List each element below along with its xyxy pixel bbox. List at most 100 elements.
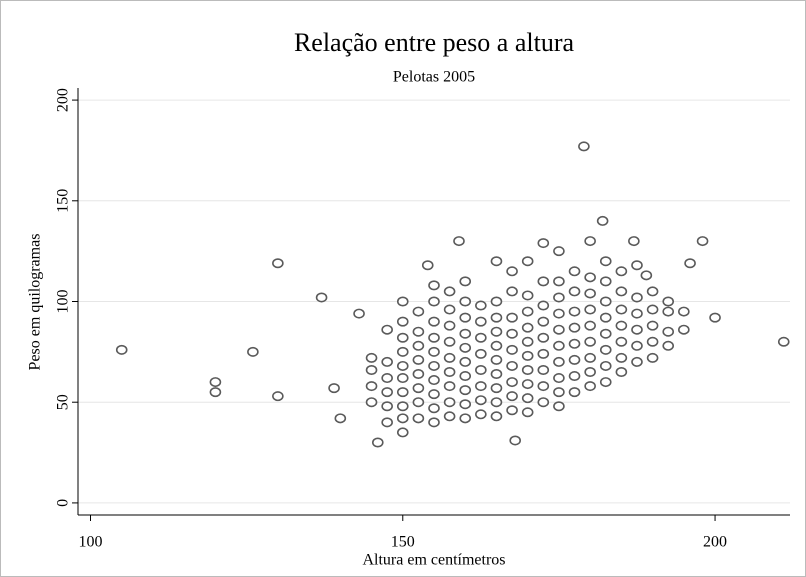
y-tick-label: 50 [55, 394, 72, 410]
point [396, 387, 409, 398]
point [537, 381, 550, 392]
point [453, 236, 465, 247]
point [662, 296, 675, 307]
point [396, 427, 409, 438]
point [490, 383, 503, 394]
point [599, 344, 612, 355]
point [247, 346, 259, 357]
point [615, 286, 628, 297]
point [506, 312, 518, 323]
point [521, 379, 534, 390]
point [396, 346, 409, 357]
point [696, 236, 709, 247]
point [568, 354, 581, 365]
point [443, 336, 456, 347]
point [521, 322, 534, 333]
point [631, 340, 643, 351]
point [396, 401, 409, 412]
point [568, 286, 581, 297]
point [443, 411, 456, 422]
point [506, 360, 518, 371]
point [553, 324, 565, 335]
point [553, 401, 565, 412]
point [475, 348, 487, 359]
point [506, 286, 518, 297]
point [428, 389, 440, 400]
point [381, 401, 393, 412]
point [459, 385, 472, 396]
point [315, 292, 328, 303]
point [584, 352, 596, 363]
point [506, 405, 518, 416]
point [646, 304, 659, 315]
point [428, 375, 440, 386]
point [365, 364, 378, 375]
point [596, 215, 609, 226]
point [537, 238, 550, 249]
point [506, 328, 518, 339]
point [506, 344, 518, 355]
point [428, 403, 440, 414]
point [521, 350, 534, 361]
point [459, 342, 472, 353]
point [428, 346, 440, 357]
point [381, 373, 393, 384]
point [509, 435, 521, 446]
point [584, 272, 596, 283]
y-tick-label: 150 [55, 189, 72, 213]
point [490, 354, 503, 365]
point [396, 373, 409, 384]
point [662, 326, 675, 337]
point [662, 306, 675, 317]
point [272, 391, 284, 402]
x-axis-label: Altura em centímetros [362, 552, 505, 569]
point [553, 246, 565, 257]
point [777, 336, 790, 347]
point [475, 300, 487, 311]
point [521, 290, 534, 301]
point [412, 413, 425, 424]
point [584, 236, 596, 247]
point [490, 296, 503, 307]
x-tick-label: 150 [391, 534, 415, 551]
point [521, 364, 534, 375]
point [443, 352, 456, 363]
point [678, 306, 690, 317]
point [615, 366, 628, 377]
point [412, 397, 425, 408]
point [353, 308, 365, 319]
point [709, 312, 721, 323]
point [631, 292, 643, 303]
point [584, 304, 596, 315]
point [537, 300, 550, 311]
point [412, 369, 425, 380]
point [428, 332, 440, 343]
point [459, 356, 472, 367]
point [328, 383, 340, 394]
point [490, 397, 503, 408]
point [475, 381, 487, 392]
point [443, 366, 456, 377]
point [628, 236, 640, 247]
point [553, 356, 565, 367]
point [568, 371, 581, 382]
point [475, 316, 487, 327]
point [599, 276, 612, 287]
point [553, 276, 565, 287]
point [662, 340, 675, 351]
y-axis-label: Peso em quilogramas [27, 234, 44, 371]
point [553, 308, 565, 319]
point [428, 316, 440, 327]
point [553, 373, 565, 384]
point [615, 336, 628, 347]
point [272, 258, 284, 269]
point [646, 286, 659, 297]
point [381, 417, 393, 428]
point [568, 322, 581, 333]
point [506, 377, 518, 388]
chart-title: Relação entre peso a altura [294, 28, 575, 57]
point [678, 324, 690, 335]
point [646, 336, 659, 347]
point [599, 312, 612, 323]
point [615, 304, 628, 315]
